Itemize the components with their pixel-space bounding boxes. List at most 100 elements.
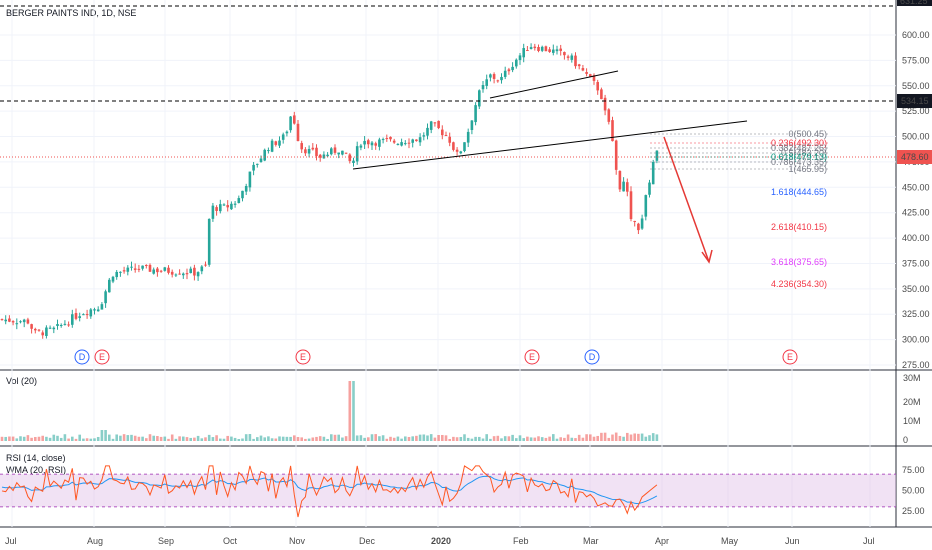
volume-bar bbox=[252, 438, 255, 441]
candle-body bbox=[85, 314, 89, 316]
candle-body bbox=[30, 324, 33, 329]
volume-bar bbox=[207, 434, 211, 441]
candles bbox=[0, 43, 659, 339]
candle-body bbox=[637, 223, 640, 231]
candle-body bbox=[333, 147, 337, 153]
candle-body bbox=[389, 136, 392, 140]
volume-bar bbox=[4, 436, 7, 441]
candle-body bbox=[311, 147, 315, 150]
volume-bar bbox=[548, 436, 551, 441]
candle-body bbox=[281, 134, 285, 140]
time-label: Jun bbox=[785, 536, 800, 546]
candle-body bbox=[581, 68, 585, 71]
rsi-line bbox=[1, 465, 658, 518]
candle-body bbox=[378, 139, 381, 147]
price-tick-label: 400.00 bbox=[902, 233, 930, 243]
candle-body bbox=[596, 82, 599, 91]
volume-bar bbox=[374, 434, 377, 441]
volume-bar bbox=[22, 436, 26, 441]
candle-body bbox=[274, 141, 278, 145]
price-labels: 534.15 478.60 bbox=[897, 94, 932, 164]
candle-body bbox=[607, 109, 611, 122]
volume-bar bbox=[337, 434, 340, 441]
volume-bar bbox=[8, 436, 11, 441]
candle-body bbox=[563, 52, 566, 56]
candle-body bbox=[529, 47, 533, 50]
candle-body bbox=[318, 154, 322, 158]
candle-body bbox=[22, 319, 26, 323]
time-label: Mar bbox=[583, 536, 599, 546]
candle-body bbox=[289, 116, 292, 131]
volume-bar bbox=[629, 434, 633, 441]
volume-bar bbox=[248, 434, 252, 441]
time-label: Aug bbox=[87, 536, 103, 546]
volume-bar bbox=[640, 433, 644, 441]
volume-bar bbox=[133, 435, 137, 441]
time-label: Feb bbox=[513, 536, 529, 546]
volume-bar bbox=[182, 436, 185, 441]
volume-bar bbox=[614, 432, 618, 441]
volume-bar bbox=[122, 434, 126, 441]
volume-tick-label: 10M bbox=[903, 416, 921, 426]
candle-body bbox=[548, 49, 551, 52]
volume-bar bbox=[137, 436, 141, 441]
volume-bar bbox=[466, 437, 470, 441]
volume-bar bbox=[526, 436, 529, 441]
neckline bbox=[352, 120, 748, 170]
volume-bar bbox=[385, 438, 389, 441]
volume-bar bbox=[59, 437, 63, 441]
candle-body bbox=[611, 120, 614, 142]
rsi-title: RSI (14, close) bbox=[6, 453, 66, 463]
candle-body bbox=[141, 265, 144, 269]
candle-body bbox=[400, 142, 403, 146]
candle-body bbox=[655, 150, 659, 161]
candle-body bbox=[533, 46, 537, 49]
volume-bar bbox=[204, 437, 207, 441]
candle-body bbox=[363, 140, 366, 145]
candle-body bbox=[178, 273, 181, 275]
volume-bar bbox=[455, 437, 459, 441]
candle-body bbox=[574, 55, 577, 67]
volume-tick-label: 20M bbox=[903, 397, 921, 407]
candle-body bbox=[285, 131, 289, 134]
candle-body bbox=[585, 72, 588, 74]
rsi-ma-title: WMA (20, RSI) bbox=[6, 465, 66, 475]
time-label: Nov bbox=[289, 536, 306, 546]
price-ticks: 600.00575.00550.00525.00500.00475.00450.… bbox=[897, 0, 932, 516]
volume-bar bbox=[71, 436, 74, 441]
time-label: Jul bbox=[863, 536, 875, 546]
candle-body bbox=[15, 323, 19, 325]
rsi-band-fill bbox=[0, 474, 896, 507]
fib-label: 1.618(444.65) bbox=[771, 187, 827, 197]
price-tick-label: 550.00 bbox=[902, 81, 930, 91]
volume-bar bbox=[178, 436, 181, 441]
candle-body bbox=[93, 309, 96, 311]
candle-body bbox=[566, 56, 570, 58]
volume-bar bbox=[333, 434, 337, 441]
volume-bar bbox=[577, 434, 581, 441]
candle-body bbox=[0, 319, 4, 321]
candle-body bbox=[648, 182, 651, 195]
volume-bar bbox=[30, 437, 33, 441]
candle-body bbox=[485, 79, 488, 86]
volume-bar bbox=[215, 435, 218, 441]
candle-body bbox=[259, 158, 263, 163]
candle-body bbox=[633, 220, 636, 222]
volume-bar bbox=[592, 436, 596, 441]
candle-body bbox=[463, 142, 466, 152]
volume-bar bbox=[96, 436, 100, 441]
volume-bar bbox=[196, 435, 200, 441]
volume-bar bbox=[648, 435, 651, 441]
volume-bars bbox=[0, 381, 659, 441]
candle-body bbox=[189, 268, 192, 274]
candle-body bbox=[640, 218, 644, 229]
event-letter: E bbox=[787, 352, 793, 362]
volume-bar bbox=[559, 437, 562, 441]
time-label: Apr bbox=[655, 536, 669, 546]
volume-bar bbox=[326, 438, 329, 441]
price-grid bbox=[0, 0, 896, 527]
volume-bar bbox=[400, 438, 403, 441]
candle-body bbox=[651, 162, 655, 185]
